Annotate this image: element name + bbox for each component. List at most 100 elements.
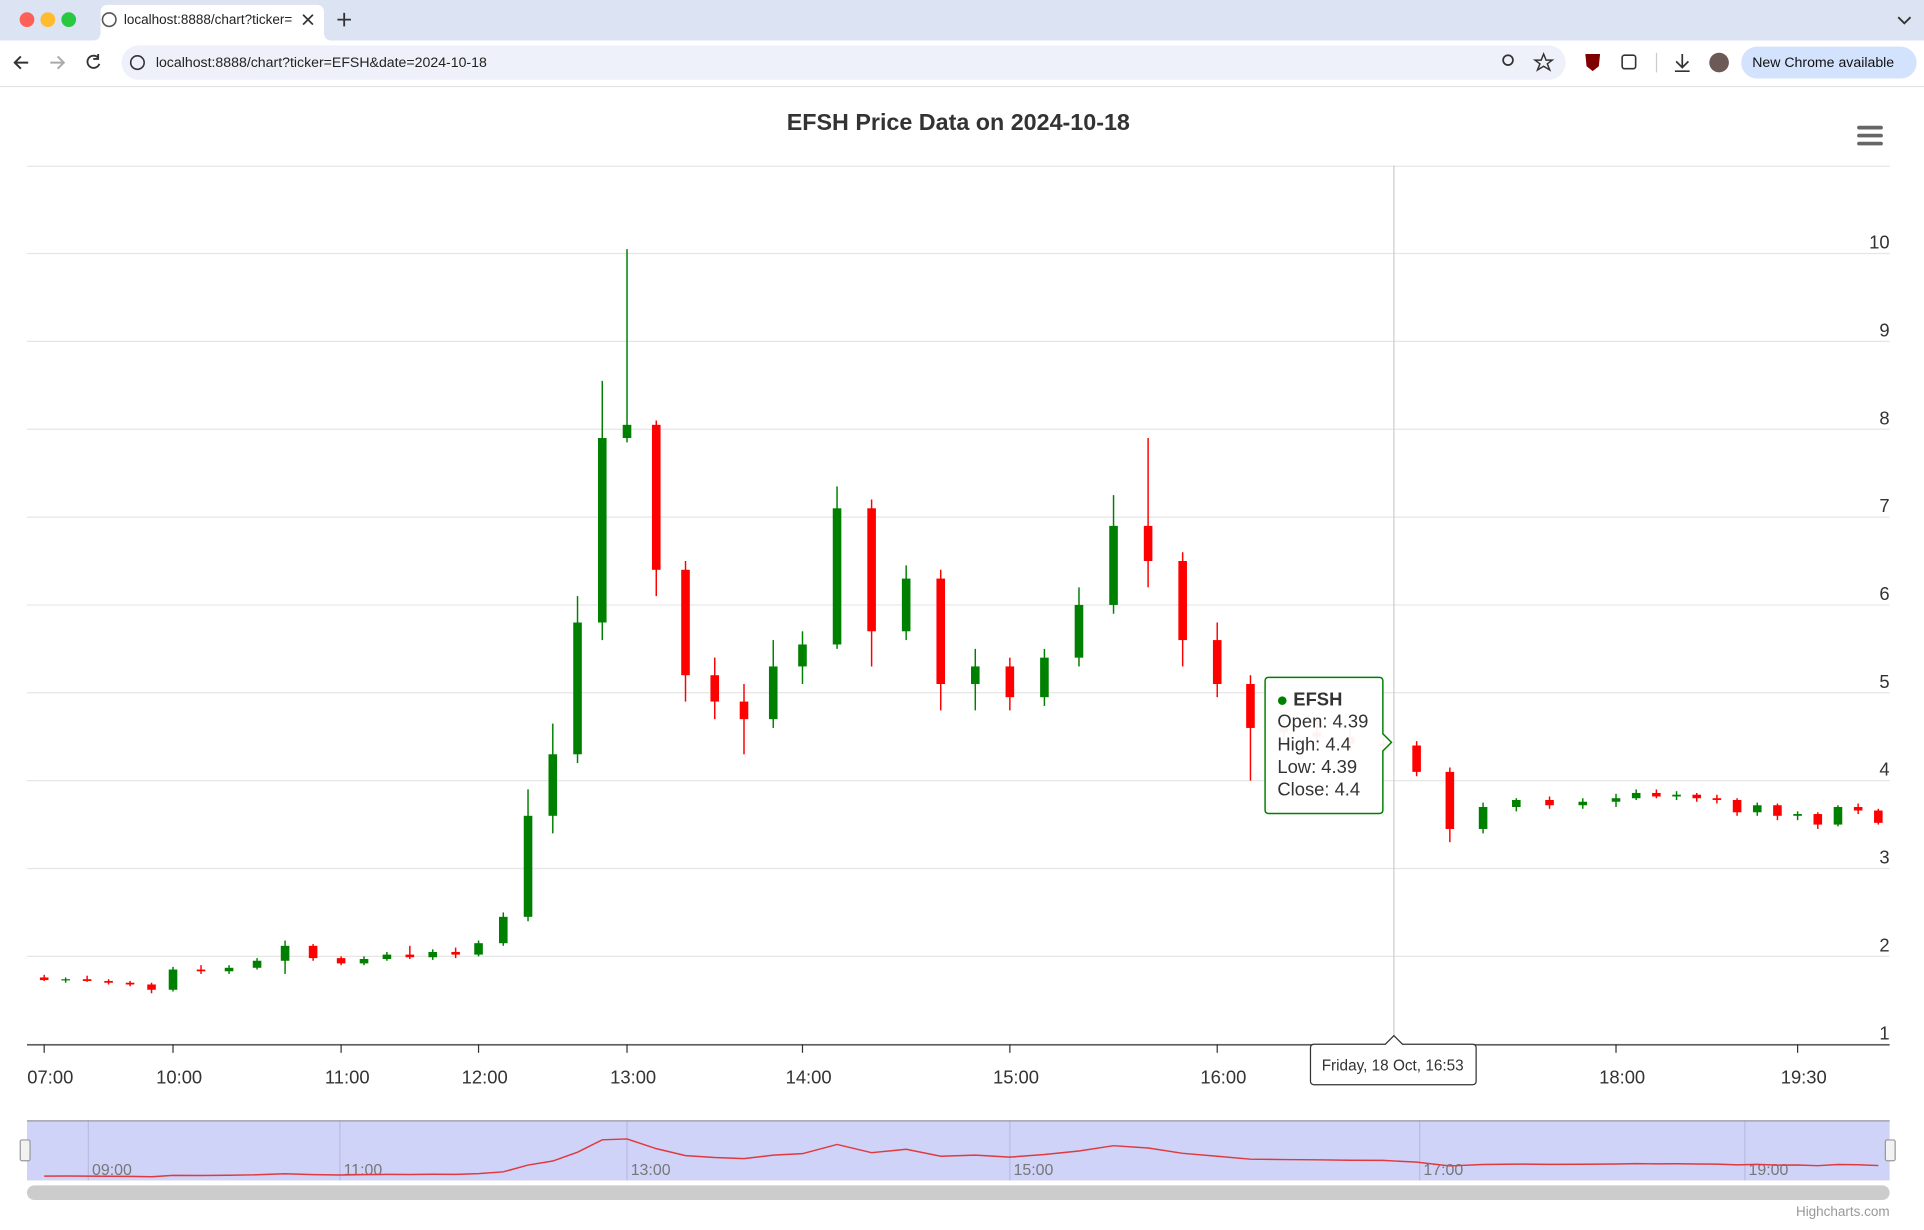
chart-title: EFSH Price Data on 2024-10-18 [787,109,1130,135]
candle-body [1833,807,1843,825]
candle-body [1478,807,1488,829]
bookmark-star[interactable] [1532,52,1555,72]
navigator-tick-label: 15:00 [1014,1162,1054,1179]
scrollbar[interactable] [26,1185,1890,1201]
active-tab[interactable] [93,4,332,41]
candle-body [622,424,632,439]
new-tab[interactable] [337,12,351,27]
ublock-icon[interactable] [1585,53,1601,72]
candle-body [1611,798,1621,802]
y-tick-label: 6 [1879,583,1889,604]
tooltip-line: Close: 4.4 [1277,779,1360,800]
navigator-mask [26,1120,1890,1181]
candle-body [1631,792,1641,799]
site-info[interactable] [129,55,145,71]
candle-body [498,916,508,944]
back-button[interactable] [13,55,29,70]
candle-body [1109,525,1118,605]
candle-body [82,979,92,981]
navigator-handle-left[interactable] [19,1139,31,1162]
credits[interactable]: Highcharts.com [1796,1204,1890,1219]
candle-body [61,979,70,981]
candle-body [1793,814,1802,816]
candle-body [147,984,156,990]
crosshair-label: Friday, 18 Oct, 16:53 [1309,1034,1477,1086]
candle-body [1178,561,1187,641]
x-tick-label: 10:00 [156,1066,202,1087]
x-tick-label: 16:00 [1200,1066,1246,1087]
candle-body [651,424,661,570]
y-tick-label: 2 [1879,934,1889,955]
candle-body [739,701,749,720]
candle-body [1692,794,1702,799]
x-tick-label: 19:30 [1781,1066,1827,1087]
candle-body [1445,771,1455,829]
y-tick-label: 8 [1879,407,1889,428]
tooltip-name: EFSH [1293,689,1342,710]
candle-body [1732,799,1742,813]
candle-body [1545,799,1554,806]
candle-body [523,815,533,917]
candle-body [1752,805,1762,813]
tab-close[interactable] [302,14,314,26]
candle-body [474,943,483,955]
candle-body [359,958,369,964]
candle-body [1512,799,1521,808]
candle-body [336,958,346,964]
export-menu[interactable] [1857,125,1883,146]
candle-body [39,977,49,981]
candle-body [252,960,262,968]
candle-body [970,666,980,685]
candle-body [768,666,778,720]
candle-body [405,954,415,958]
candle-body [901,578,911,632]
close-window[interactable] [19,12,35,28]
navigator-handle-right[interactable] [1884,1139,1896,1162]
candle-body [1853,807,1863,811]
tab-title: localhost:8888/chart?ticker= [124,12,292,27]
update-button-label: New Chrome available [1752,54,1894,70]
y-tick-label: 3 [1879,847,1889,868]
y-tick-label: 10 [1869,232,1889,253]
x-tick-label: 13:00 [610,1066,656,1087]
reload-button[interactable] [86,53,101,69]
candle-body [1246,684,1255,728]
y-tick-label: 4 [1879,759,1889,780]
candle-body [224,967,234,972]
x-tick-label: 15:00 [993,1066,1039,1087]
tab-search[interactable] [1897,16,1912,25]
maximize-window[interactable] [61,12,77,28]
x-tick-label: 12:00 [462,1066,508,1087]
x-tick-label: 14:00 [786,1066,832,1087]
downloads-icon[interactable] [1674,53,1690,73]
candle-body [798,644,807,667]
minimize-window[interactable] [40,12,56,28]
crosshair-label-text: Friday, 18 Oct, 16:53 [1322,1057,1464,1074]
url: localhost:8888/chart?ticker=EFSH&date=20… [156,54,487,70]
extensions-icon[interactable] [1621,54,1637,70]
candle-body [867,508,876,632]
x-tick-label: 18:00 [1599,1066,1645,1087]
y-tick-label: 1 [1879,1022,1889,1043]
candle-body [196,969,206,972]
x-tick-label: 07:00 [27,1066,73,1087]
candle-body [382,954,392,959]
candle-body [1712,798,1722,800]
tab-favicon [101,12,117,28]
tooltip-line: Low: 4.39 [1277,756,1357,777]
candles [39,249,1883,994]
tooltip-line: High: 4.4 [1277,733,1351,754]
update-button[interactable] [1741,46,1917,79]
candle-body [168,969,178,990]
zoom-icon[interactable] [1502,54,1514,66]
profile-avatar[interactable] [1709,52,1729,73]
candle-body [1412,745,1421,772]
y-tick-label: 5 [1879,671,1889,692]
forward-button[interactable] [50,55,66,70]
navigator-tick-label: 17:00 [1423,1162,1463,1179]
address-bar[interactable] [121,45,1566,80]
crosshair-label-box [1309,1034,1477,1086]
